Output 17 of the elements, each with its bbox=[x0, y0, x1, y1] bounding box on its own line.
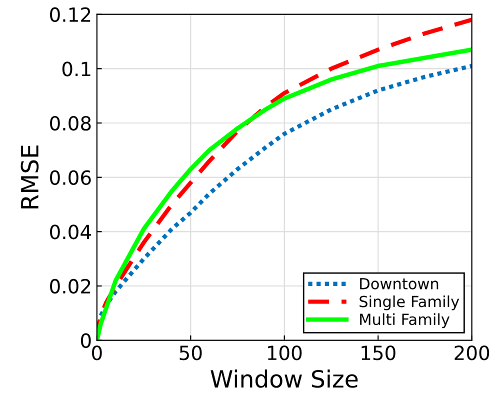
x-tick-label: 50 bbox=[180, 346, 202, 360]
y-tick-label: 0.08 bbox=[50, 116, 91, 131]
x-tick-label: 100 bbox=[268, 346, 302, 360]
x-tick-label: 200 bbox=[454, 346, 490, 360]
y-tick-label: 0.02 bbox=[50, 278, 90, 294]
y-tick-label: 0 bbox=[80, 333, 91, 348]
y-tick-label: 0.1 bbox=[62, 62, 90, 76]
legend-label: Multi Family bbox=[360, 313, 450, 328]
y-tick-label: 0.12 bbox=[50, 7, 90, 22]
x-tick-label: 150 bbox=[362, 346, 396, 360]
legend-label: Downtown bbox=[360, 278, 438, 290]
legend-label: Single Family bbox=[360, 295, 460, 310]
y-tick-label: 0.06 bbox=[50, 170, 91, 185]
x-axis-title: Window Size bbox=[210, 370, 358, 388]
x-tick-label: 0 bbox=[92, 346, 102, 360]
y-axis-title: RMSE bbox=[20, 145, 39, 208]
y-tick-label: 0.04 bbox=[50, 224, 91, 240]
